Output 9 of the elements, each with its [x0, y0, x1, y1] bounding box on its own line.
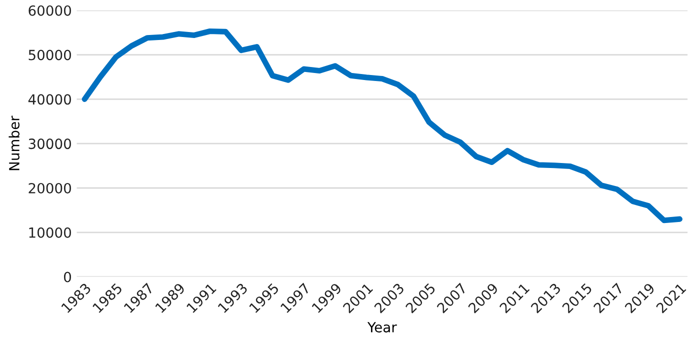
y-tick-label: 40000	[28, 94, 71, 105]
y-tick-label: 0	[64, 272, 71, 282]
y-tick-label: 30000	[28, 138, 71, 150]
y-tick-label: 20000	[28, 182, 71, 194]
y-axis-title: Number	[8, 116, 20, 170]
x-axis-title: Year	[367, 322, 397, 332]
y-tick-label: 60000	[28, 5, 71, 16]
y-tick-label: 50000	[28, 50, 71, 60]
y-tick-label: 10000	[29, 227, 71, 238]
